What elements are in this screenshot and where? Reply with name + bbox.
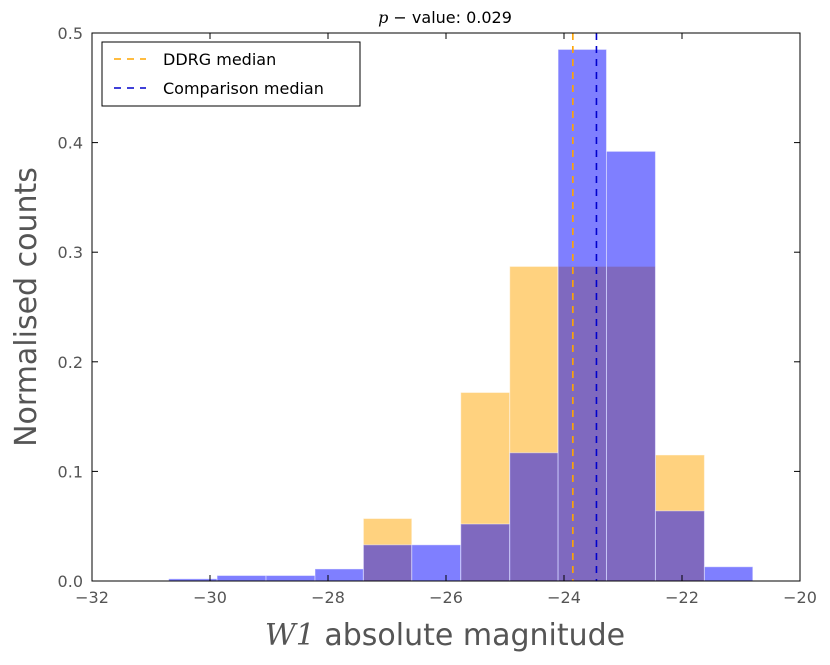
x-axis-ticks: −32 −30 −28 −26 −24 −22 −20 [75,33,817,607]
x-axis-label: W1 absolute magnitude [265,618,625,653]
comparison-bar [362,544,413,582]
legend: DDRG median Comparison median [101,41,361,107]
legend-comparison-label: Comparison median [163,79,324,98]
comparison-bars [168,48,754,582]
median-lines [572,33,598,581]
y-tick-label: 0.4 [58,134,83,153]
x-tick-label: −32 [75,588,109,607]
title-text: − value: 0.029 [388,8,512,27]
title-p-symbol: p [378,8,388,27]
y-axis-label: Normalised counts [9,167,44,447]
comparison-bar [509,452,559,582]
x-tick-label: −26 [429,588,463,607]
comparison-bar [654,510,705,582]
comparison-bar [411,544,462,582]
comparison-bar [605,150,656,582]
legend-box [101,41,361,107]
chart-title: p − value: 0.029 [378,8,512,27]
y-tick-label: 0.2 [58,353,83,372]
x-tick-label: −20 [783,588,817,607]
legend-ddrg-label: DDRG median [163,50,276,69]
x-axis-label-math: W1 [265,618,315,653]
x-axis-label-text: absolute magnitude [315,618,625,653]
y-tick-label: 0.5 [58,24,83,43]
x-tick-label: −28 [311,588,345,607]
y-tick-label: 0.0 [58,572,83,591]
y-axis-ticks: 0.0 0.1 0.2 0.3 0.4 0.5 [58,24,800,591]
x-tick-label: −30 [193,588,227,607]
y-tick-label: 0.1 [58,462,83,481]
comparison-bar [216,575,267,582]
comparison-bar [265,575,316,582]
comparison-bar [557,48,607,582]
y-tick-label: 0.3 [58,243,83,262]
comparison-bar [703,566,754,582]
comparison-bar [460,523,511,582]
x-tick-label: −24 [547,588,581,607]
comparison-bar [314,568,364,582]
x-tick-label: −22 [665,588,699,607]
